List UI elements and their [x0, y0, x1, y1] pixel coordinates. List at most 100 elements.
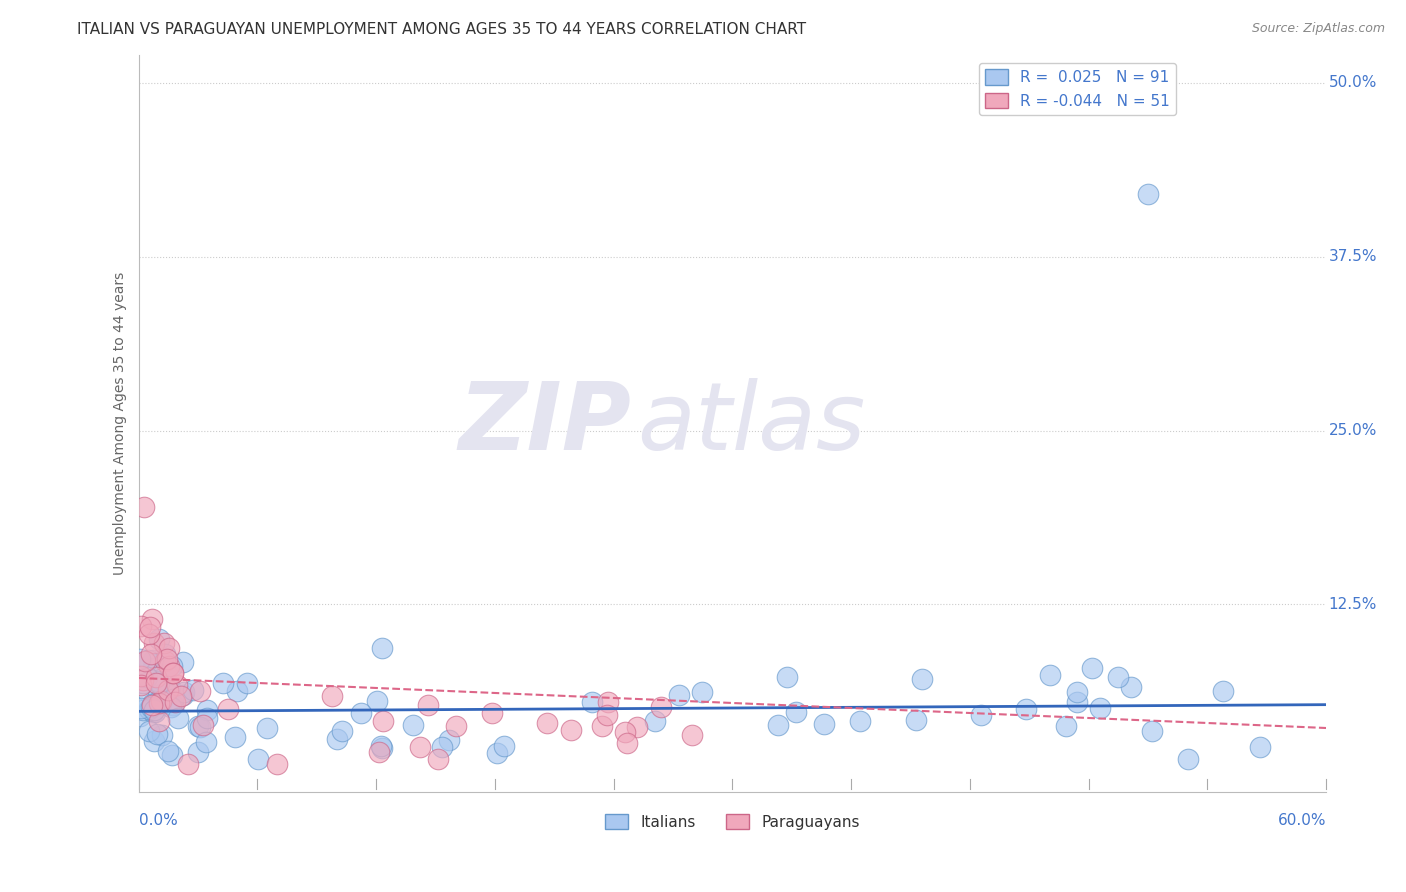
Point [148, 696, 170, 710]
Point [142, 653, 165, 667]
Point [644, 714, 666, 728]
Point [614, 725, 637, 739]
Point [128, 709, 150, 723]
Point [129, 652, 152, 666]
Point [785, 705, 807, 719]
Point [217, 702, 239, 716]
Point [131, 669, 153, 683]
Point [813, 716, 835, 731]
Point [186, 719, 208, 733]
Text: atlas: atlas [637, 378, 866, 469]
Point [153, 648, 176, 662]
Point [418, 698, 440, 713]
Point [224, 731, 246, 745]
Point [148, 714, 170, 729]
Point [157, 641, 180, 656]
Point [150, 698, 173, 712]
Point [444, 719, 467, 733]
Text: 50.0%: 50.0% [1329, 76, 1376, 90]
Legend: Italians, Paraguayans: Italians, Paraguayans [599, 807, 866, 836]
Point [1212, 683, 1234, 698]
Point [1107, 670, 1129, 684]
Point [596, 695, 619, 709]
Point [143, 636, 166, 650]
Text: 37.5%: 37.5% [1329, 249, 1376, 264]
Point [188, 720, 211, 734]
Point [145, 676, 167, 690]
Point [247, 752, 270, 766]
Point [139, 700, 162, 714]
Point [156, 687, 179, 701]
Point [194, 735, 217, 749]
Text: ITALIAN VS PARAGUAYAN UNEMPLOYMENT AMONG AGES 35 TO 44 YEARS CORRELATION CHART: ITALIAN VS PARAGUAYAN UNEMPLOYMENT AMONG… [77, 22, 807, 37]
Point [366, 694, 388, 708]
Text: Source: ZipAtlas.com: Source: ZipAtlas.com [1251, 22, 1385, 36]
Point [1177, 752, 1199, 766]
Text: ZIP: ZIP [458, 377, 631, 469]
Point [650, 700, 672, 714]
Point [256, 721, 278, 735]
Point [136, 684, 159, 698]
Point [152, 636, 174, 650]
Point [373, 714, 395, 729]
Point [1066, 694, 1088, 708]
Point [156, 744, 179, 758]
Point [141, 612, 163, 626]
Point [155, 654, 177, 668]
Y-axis label: Unemployment Among Ages 35 to 44 years: Unemployment Among Ages 35 to 44 years [114, 272, 128, 575]
Point [143, 703, 166, 717]
Point [266, 757, 288, 772]
Point [437, 732, 460, 747]
Point [848, 714, 870, 729]
Point [177, 757, 200, 772]
Point [191, 717, 214, 731]
Point [146, 727, 169, 741]
Point [581, 694, 603, 708]
Point [1249, 740, 1271, 755]
Point [149, 693, 172, 707]
Point [596, 707, 619, 722]
Point [156, 652, 179, 666]
Point [156, 683, 179, 698]
Point [1119, 680, 1142, 694]
Point [162, 666, 184, 681]
Point [165, 695, 187, 709]
Point [159, 681, 181, 695]
Point [430, 739, 453, 754]
Point [141, 697, 163, 711]
Point [134, 655, 156, 669]
Point [146, 674, 169, 689]
Point [494, 739, 516, 753]
Point [481, 706, 503, 721]
Point [141, 698, 163, 712]
Point [143, 734, 166, 748]
Point [1142, 724, 1164, 739]
Point [138, 723, 160, 738]
Point [326, 731, 349, 746]
Point [181, 683, 204, 698]
Point [1054, 719, 1077, 733]
Point [129, 678, 152, 692]
Point [173, 685, 195, 699]
Point [138, 626, 160, 640]
Point [904, 714, 927, 728]
Point [776, 670, 799, 684]
Text: 25.0%: 25.0% [1329, 423, 1376, 438]
Point [911, 672, 934, 686]
Point [690, 685, 713, 699]
Point [371, 740, 394, 755]
Point [129, 700, 152, 714]
Point [136, 670, 159, 684]
Point [225, 684, 247, 698]
Point [148, 688, 170, 702]
Point [132, 703, 155, 717]
Point [212, 676, 235, 690]
Text: 0.0%: 0.0% [139, 813, 177, 828]
Point [766, 718, 789, 732]
Point [1137, 187, 1160, 202]
Point [145, 670, 167, 684]
Point [167, 711, 190, 725]
Point [371, 640, 394, 655]
Point [166, 678, 188, 692]
Point [138, 702, 160, 716]
